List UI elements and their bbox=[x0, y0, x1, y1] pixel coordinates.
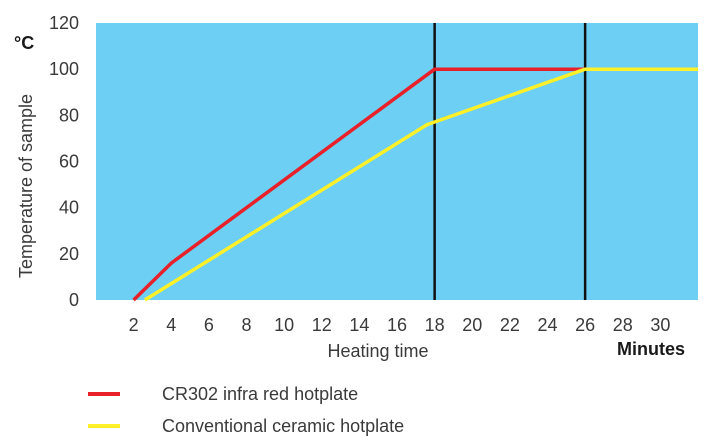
y-tick-label: 120 bbox=[49, 13, 79, 33]
x-tick-label: 4 bbox=[166, 315, 176, 335]
legend-label-ceramic: Conventional ceramic hotplate bbox=[162, 415, 405, 436]
x-tick-label: 12 bbox=[312, 315, 332, 335]
x-tick-label: 30 bbox=[650, 315, 670, 335]
x-tick-label: 16 bbox=[387, 315, 407, 335]
x-axis-title: Heating time bbox=[327, 341, 428, 361]
x-tick-label: 26 bbox=[575, 315, 595, 335]
y-tick-label: 60 bbox=[59, 152, 79, 172]
y-tick-label: 0 bbox=[69, 290, 79, 310]
x-tick-label: 6 bbox=[204, 315, 214, 335]
x-tick-label: 10 bbox=[274, 315, 294, 335]
plot-area bbox=[96, 23, 698, 300]
series-lines bbox=[132, 67, 698, 302]
x-tick-label: 18 bbox=[425, 315, 445, 335]
legend-item-infrared: CR302 infra red hotplate bbox=[88, 378, 404, 410]
y-tick-label: 80 bbox=[59, 105, 79, 125]
x-tick-label: 14 bbox=[349, 315, 369, 335]
y-axis-title: Temperature of sample bbox=[16, 94, 36, 278]
x-tick-label: 20 bbox=[462, 315, 482, 335]
x-tick-label: 22 bbox=[500, 315, 520, 335]
x-unit-label: Minutes bbox=[617, 339, 685, 359]
legend-swatch-ceramic bbox=[88, 424, 120, 428]
legend-item-ceramic: Conventional ceramic hotplate bbox=[88, 410, 404, 442]
y-tick-label: 100 bbox=[49, 59, 79, 79]
x-tick-label: 24 bbox=[537, 315, 557, 335]
x-tick-label: 2 bbox=[129, 315, 139, 335]
x-tick-label: 8 bbox=[241, 315, 251, 335]
x-tick-label: 28 bbox=[613, 315, 633, 335]
y-unit-label: °C bbox=[14, 33, 34, 53]
x-axis-ticks: 2 4 6 8 10 12 14 16 18 20 22 24 26 28 30 bbox=[129, 315, 671, 335]
legend-swatch-infrared bbox=[88, 392, 120, 396]
y-tick-label: 40 bbox=[59, 198, 79, 218]
series-line-0 bbox=[132, 67, 586, 302]
y-tick-label: 20 bbox=[59, 244, 79, 264]
series-line-1 bbox=[143, 67, 698, 302]
legend: CR302 infra red hotplate Conventional ce… bbox=[88, 378, 404, 442]
y-axis-ticks: 0 20 40 60 80 100 120 bbox=[49, 13, 79, 310]
legend-label-infrared: CR302 infra red hotplate bbox=[162, 383, 359, 404]
